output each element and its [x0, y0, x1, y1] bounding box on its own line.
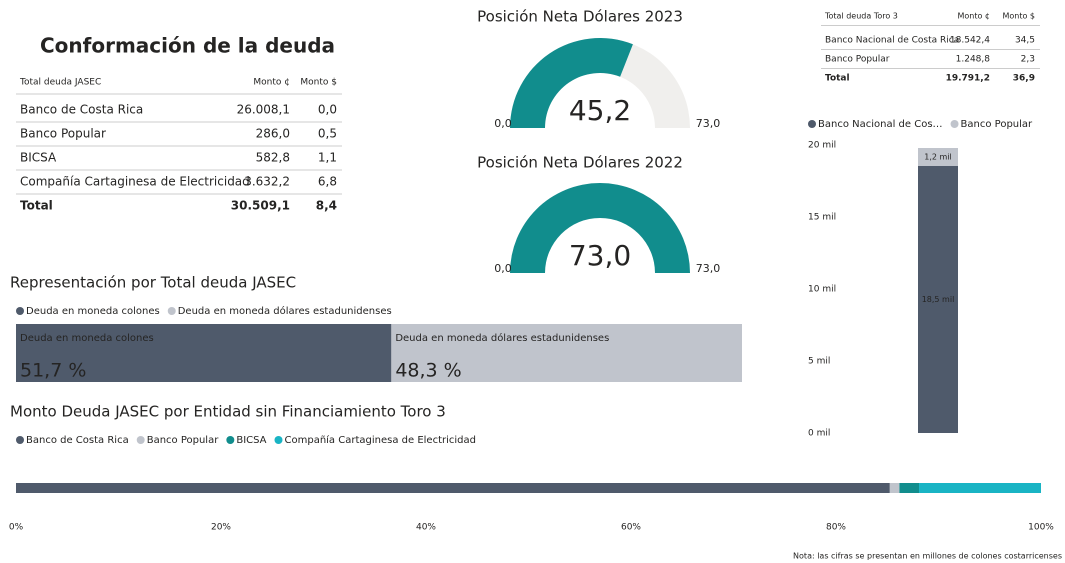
y-tick-label: 20 mil [808, 141, 836, 151]
table-header: Total deuda Toro 3 [824, 12, 898, 21]
gauge-limit-label: 0,0 [494, 262, 512, 275]
legend-label: Banco Popular [961, 119, 1034, 130]
legend-dot [167, 307, 176, 315]
legend-dot [226, 436, 235, 444]
table-header: Monto ¢ [957, 12, 990, 21]
table-total: Total [825, 74, 850, 84]
table-total: 19.791,2 [946, 74, 990, 84]
gauge-value [510, 183, 690, 273]
bar-segment [889, 483, 900, 493]
y-tick-label: 0 mil [808, 429, 830, 439]
table-cell: 0,0 [318, 103, 337, 117]
table-cell: BICSA [20, 151, 57, 165]
bar-segment [899, 483, 920, 493]
column-segment [918, 148, 958, 166]
table-header: Monto ¢ [253, 78, 290, 88]
legend-dot [274, 436, 283, 444]
x-tick-label: 80% [826, 523, 846, 533]
gauge-value-label: 45,2 [569, 94, 631, 127]
x-tick-label: 20% [211, 523, 231, 533]
table-cell: 6,8 [318, 175, 337, 189]
table-cell: 582,8 [256, 151, 290, 165]
table-cell: Compañía Cartaginesa de Electricidad [20, 175, 250, 189]
legend-dot [16, 307, 24, 315]
note: Nota: las cifras se presentan en millone… [793, 552, 1062, 561]
table-cell: 26.008,1 [237, 103, 290, 117]
table-header: Monto $ [300, 78, 337, 88]
data-label: 51,7 % [20, 360, 86, 382]
x-tick-label: 40% [416, 523, 436, 533]
bar-segment [919, 483, 1041, 493]
table-cell: 286,0 [256, 127, 290, 141]
y-tick-label: 15 mil [808, 213, 836, 223]
gauge-limit-label: 0,0 [494, 117, 512, 130]
bar-segment [16, 483, 890, 493]
table-total: 8,4 [316, 199, 337, 213]
gauge-title: Posición Neta Dólares 2023 [477, 8, 683, 26]
legend-label: Banco de Costa Rica [26, 435, 129, 446]
page-title: Conformación de la deuda [40, 34, 335, 58]
segment-name: Deuda en moneda colones [20, 333, 154, 344]
gauge-limit-label: 73,0 [696, 262, 721, 275]
legend-label: Compañía Cartaginesa de Electricidad [285, 434, 476, 446]
chart-title: Monto Deuda JASEC por Entidad sin Financ… [10, 403, 446, 421]
legend-label: BICSA [236, 435, 266, 446]
gauge-title: Posición Neta Dólares 2022 [477, 154, 683, 172]
legend-label: Banco Popular [147, 435, 220, 446]
legend-dot [808, 120, 816, 128]
table-cell: 0,5 [318, 127, 337, 141]
y-tick-label: 10 mil [808, 285, 836, 295]
table-cell: Banco Popular [825, 55, 890, 65]
table-cell: Banco Popular [20, 127, 106, 141]
gauge-value [510, 38, 633, 128]
table-cell: 3.632,2 [244, 175, 290, 189]
table-cell: Banco de Costa Rica [20, 103, 143, 117]
data-label: 48,3 % [395, 360, 461, 382]
gauge-limit-label: 73,0 [696, 117, 721, 130]
y-tick-label: 5 mil [808, 357, 830, 367]
table-header: Monto $ [1002, 12, 1035, 21]
x-tick-label: 0% [9, 523, 24, 533]
gauge-value-label: 73,0 [569, 239, 631, 272]
data-label: 1,2 mil [924, 152, 952, 161]
legend-label: Banco Nacional de Cos… [818, 119, 943, 130]
segment-name: Deuda en moneda dólares estadunidenses [395, 332, 609, 344]
legend-dot [136, 436, 145, 444]
table-cell: 1,1 [318, 151, 337, 165]
x-tick-label: 100% [1028, 523, 1054, 533]
table-cell: Banco Nacional de Costa Rica [825, 36, 959, 46]
table-cell: 18.542,4 [950, 36, 990, 46]
data-label: 18,5 mil [922, 295, 955, 304]
legend-label: Deuda en moneda dólares estadunidenses [178, 305, 392, 317]
column-segment [918, 165, 958, 433]
table-header: Total deuda JASEC [19, 78, 101, 88]
table-cell: 2,3 [1021, 55, 1035, 65]
bar-segment [16, 324, 392, 382]
table-total: 36,9 [1013, 74, 1035, 84]
table-total: 30.509,1 [231, 199, 290, 213]
table-cell: 34,5 [1015, 36, 1035, 46]
table-total: Total [20, 199, 53, 213]
chart-title: Representación por Total deuda JASEC [10, 274, 296, 292]
legend-dot [16, 436, 24, 444]
bar-segment [391, 324, 742, 382]
legend-label: Deuda en moneda colones [26, 306, 160, 317]
legend-dot [950, 120, 959, 128]
table-cell: 1.248,8 [956, 55, 991, 65]
x-tick-label: 60% [621, 523, 641, 533]
